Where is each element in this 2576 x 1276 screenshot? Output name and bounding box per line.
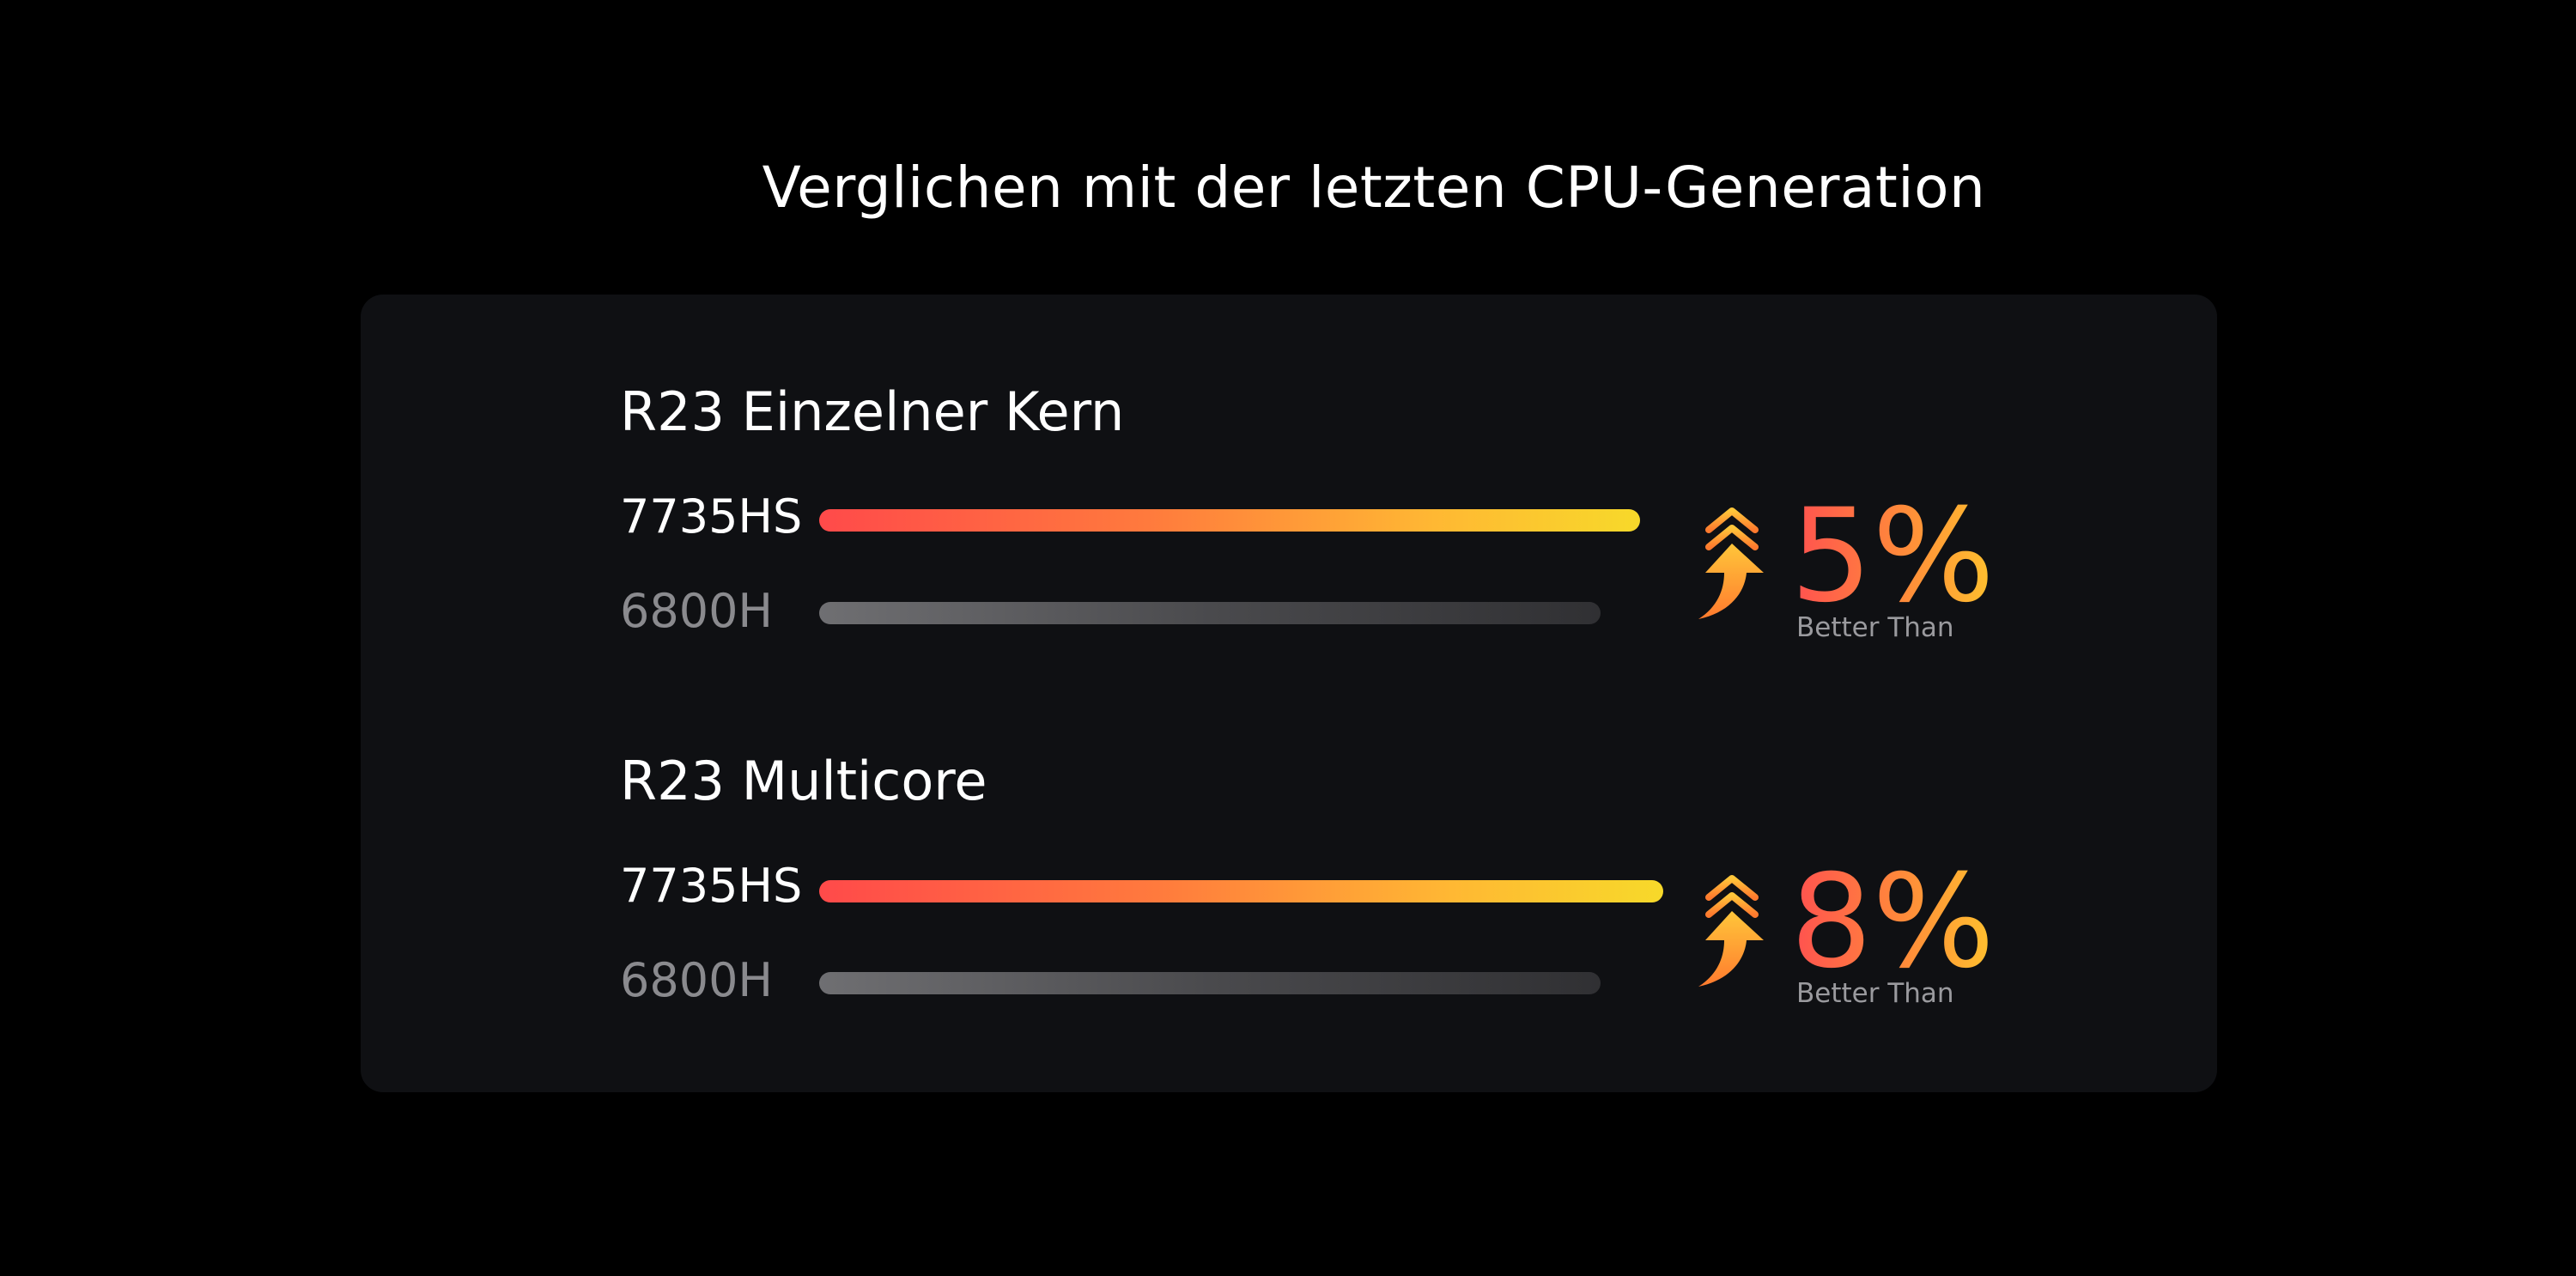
bar-old <box>819 972 1601 994</box>
comparison-panel: R23 Einzelner Kern 7735HS 6800H 5% Bette… <box>361 295 2217 1092</box>
benchmark-title: R23 Multicore <box>620 750 987 812</box>
improvement-caption: Better Than <box>1796 612 1954 643</box>
benchmark-title: R23 Einzelner Kern <box>620 380 1125 443</box>
bar-old <box>819 602 1601 624</box>
double-chevron-up-arrow-icon <box>1698 507 1764 619</box>
improvement-caption: Better Than <box>1796 978 1954 1009</box>
improvement-value: 5% <box>1790 482 1995 631</box>
cpu-label-new: 7735HS <box>620 859 803 913</box>
bar-new <box>819 509 1640 532</box>
bar-new <box>819 880 1663 902</box>
improvement-value: 8% <box>1790 848 1995 997</box>
benchmark-multicore: R23 Multicore 7735HS 6800H 8% Better Tha… <box>361 295 2217 1092</box>
double-chevron-up-arrow-icon <box>1698 875 1764 987</box>
page-title: Verglichen mit der letzten CPU-Generatio… <box>762 155 1986 221</box>
cpu-label-old: 6800H <box>620 953 774 1007</box>
cpu-label-old: 6800H <box>620 584 774 638</box>
cpu-label-new: 7735HS <box>620 489 803 544</box>
benchmark-single-core: R23 Einzelner Kern 7735HS 6800H 5% Bette… <box>361 295 2217 1092</box>
